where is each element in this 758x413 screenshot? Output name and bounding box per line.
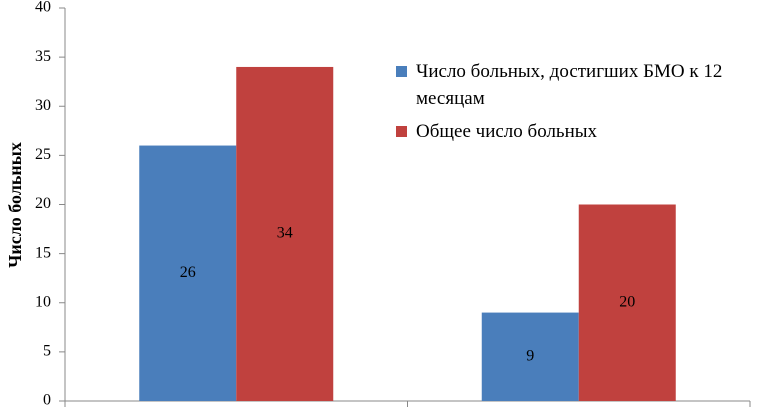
y-tick-label: 30 [35, 97, 51, 114]
y-tick-label: 0 [43, 392, 51, 409]
bar [139, 145, 237, 401]
y-tick-label: 15 [35, 244, 51, 261]
legend-item: Число больных, достигших БМО к 12 месяца… [396, 58, 746, 112]
legend: Число больных, достигших БМО к 12 месяца… [396, 58, 746, 151]
legend-label: Общее число больных [416, 121, 598, 142]
y-tick-label: 10 [35, 293, 51, 310]
y-axis-label: Число больных [5, 142, 25, 268]
legend-swatch [396, 66, 407, 77]
y-tick-label: 5 [43, 343, 51, 360]
data-label: 26 [180, 264, 196, 281]
data-label: 34 [277, 225, 293, 242]
y-tick-label: 25 [35, 146, 51, 163]
bar [578, 204, 676, 401]
y-tick-label: 40 [35, 0, 51, 16]
legend-label: Число больных, достигших БМО к 12 месяца… [416, 61, 723, 109]
data-label: 9 [526, 347, 534, 364]
legend-swatch [396, 126, 407, 137]
data-label: 20 [619, 293, 635, 310]
bar [236, 66, 334, 401]
y-tick-label: 35 [35, 48, 51, 65]
legend-item: Общее число больных [396, 118, 746, 145]
bar [481, 312, 579, 401]
y-tick-label: 20 [35, 195, 51, 212]
